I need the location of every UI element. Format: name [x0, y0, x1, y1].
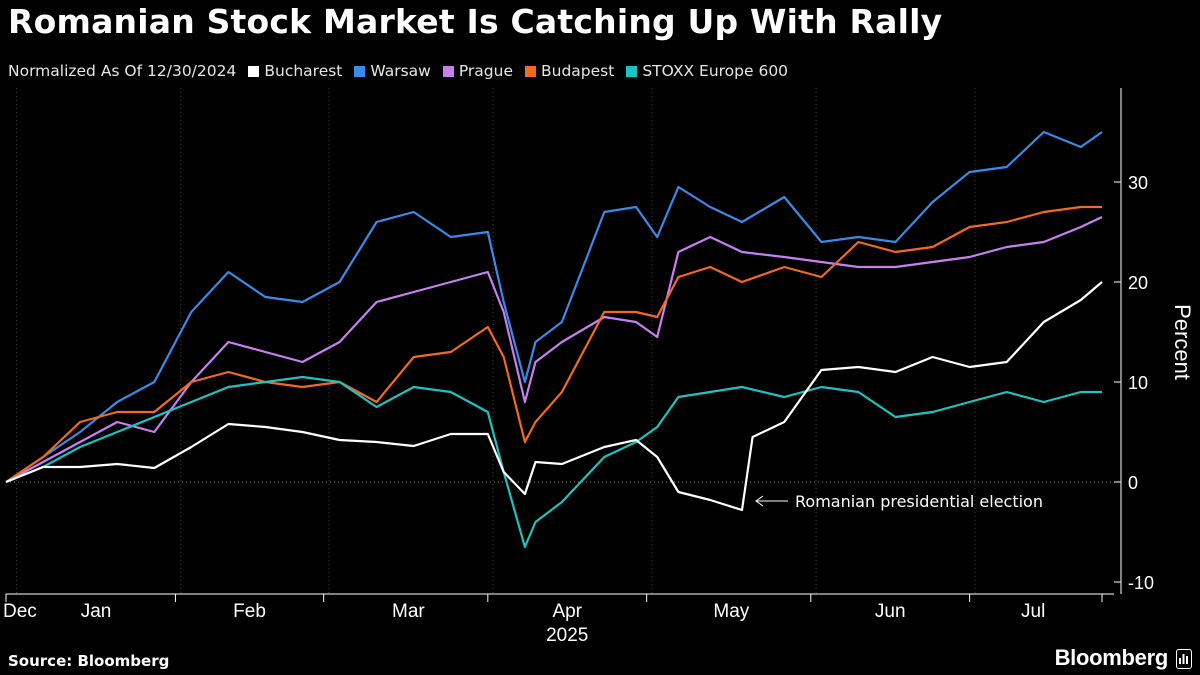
series-line-stoxx-europe-600: [5, 375, 1102, 549]
grid: [6, 88, 1114, 594]
y-tick-label: 20: [1128, 273, 1148, 293]
legend-item-warsaw: Warsaw: [354, 62, 431, 80]
series-line-bucharest: [5, 281, 1103, 512]
legend-swatch-warsaw: [354, 65, 366, 77]
annotation-arrow-head: [755, 495, 764, 507]
y-tick-label: -10: [1128, 573, 1154, 593]
x-month-label: Apr: [552, 601, 582, 622]
series-line-budapest: [5, 205, 1102, 483]
legend-item-budapest: Budapest: [525, 62, 614, 80]
x-month-label: Jun: [875, 601, 906, 622]
y-tick-label: 30: [1128, 173, 1148, 193]
legend-swatch-stoxx: [626, 65, 638, 77]
x-month-label: Feb: [233, 601, 266, 622]
series-lines: [5, 130, 1103, 549]
bloomberg-logo: Bloomberg: [1054, 645, 1169, 670]
chart-title: Romanian Stock Market Is Catching Up Wit…: [8, 2, 943, 41]
x-month-label: Mar: [392, 601, 425, 622]
legend: Normalized As Of 12/30/2024 Bucharest Wa…: [8, 60, 800, 82]
x-month-label: Dec: [3, 601, 37, 622]
y-tick-label: 10: [1128, 373, 1148, 393]
legend-label-stoxx: STOXX Europe 600: [642, 62, 789, 80]
legend-label-warsaw: Warsaw: [370, 62, 431, 80]
legend-swatch-prague: [442, 65, 454, 77]
bloomberg-chart-icon: [1176, 649, 1192, 669]
y-axis-title: Percent: [1170, 304, 1195, 380]
source-note: Source: Bloomberg: [8, 652, 170, 670]
legend-label-bucharest: Bucharest: [264, 62, 343, 80]
legend-item-stoxx: STOXX Europe 600: [626, 62, 788, 80]
x-month-label: Jul: [1021, 601, 1045, 622]
legend-swatch-bucharest: [248, 65, 260, 77]
legend-swatch-budapest: [525, 65, 537, 77]
y-tick-label: 0: [1128, 473, 1138, 493]
x-month-label: Jan: [81, 601, 112, 622]
chart-subtitle: Normalized As Of 12/30/2024: [8, 62, 237, 80]
legend-label-prague: Prague: [458, 62, 514, 80]
x-year-label: 2025: [546, 625, 588, 646]
series-line-prague: [5, 216, 1103, 483]
legend-item-bucharest: Bucharest: [248, 62, 342, 80]
x-month-label: May: [713, 601, 749, 622]
annotation: Romanian presidential election: [755, 492, 1043, 511]
axes: -10 0 10 20 30 Percent Dec Jan Feb Mar Apr May Jun Ju…: [3, 88, 1195, 646]
legend-item-prague: Prague: [442, 62, 514, 80]
series-line-warsaw: [5, 130, 1103, 483]
legend-label-budapest: Budapest: [541, 62, 615, 80]
annotation-text: Romanian presidential election: [795, 492, 1043, 511]
